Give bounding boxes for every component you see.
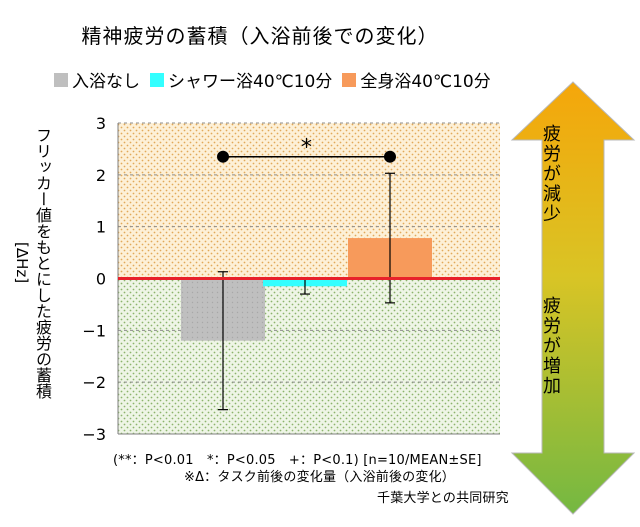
legend-item-no-bath: 入浴なし bbox=[54, 67, 140, 92]
y-tick-label: −3 bbox=[82, 425, 106, 444]
legend-label-no-bath: 入浴なし bbox=[72, 72, 140, 92]
legend-swatch-shower bbox=[150, 72, 164, 87]
y-tick-label: −2 bbox=[82, 373, 106, 392]
footnote-significance: (**：P<0.01 *：P<0.05 +：P<0.1) [n=10/MEAN±… bbox=[113, 453, 482, 468]
y-axis-label-text: フリッカー値をもとにした疲労の蓄積 bbox=[33, 127, 52, 399]
legend-swatch-full-bath bbox=[342, 72, 357, 87]
y-tick-label: 1 bbox=[96, 218, 106, 237]
significance-dot-left bbox=[217, 150, 229, 163]
significance-dot-right bbox=[384, 150, 396, 163]
footnote-collaboration: 千葉大学との共同研究 bbox=[377, 491, 509, 506]
positive-region bbox=[118, 123, 500, 279]
arrow-label-fatigue-decrease: 疲労が減少 bbox=[540, 124, 561, 224]
legend-item-full-bath: 全身浴40℃10分 bbox=[342, 67, 491, 92]
arrow-label-fatigue-increase: 疲労が増加 bbox=[540, 296, 561, 396]
plot-area: −3 −2 −1 0 1 2 3 * bbox=[82, 114, 500, 444]
footnote-delta-note: ※Δ：タスク前後の変化量（入浴前後の変化） bbox=[184, 470, 455, 485]
significance-mark: * bbox=[301, 136, 312, 161]
double-arrow-icon bbox=[510, 81, 636, 515]
negative-region bbox=[118, 278, 500, 434]
y-axis-unit: [ΔHz] bbox=[13, 242, 31, 284]
chart-title: 精神疲労の蓄積（入浴前後での変化） bbox=[81, 24, 439, 48]
legend: 入浴なし シャワー浴40℃10分 全身浴40℃10分 bbox=[54, 67, 501, 92]
y-tick-label: −1 bbox=[82, 321, 106, 340]
legend-label-shower: シャワー浴40℃10分 bbox=[168, 72, 333, 92]
y-tick-label: 0 bbox=[96, 270, 106, 289]
y-tick-label: 3 bbox=[96, 114, 106, 133]
legend-swatch-no-bath bbox=[54, 72, 68, 87]
y-tick-label: 2 bbox=[96, 166, 106, 185]
legend-item-shower: シャワー浴40℃10分 bbox=[150, 67, 332, 92]
legend-label-full-bath: 全身浴40℃10分 bbox=[360, 72, 491, 92]
y-axis-label: フリッカー値をもとにした疲労の蓄積 [ΔHz] bbox=[8, 103, 52, 423]
